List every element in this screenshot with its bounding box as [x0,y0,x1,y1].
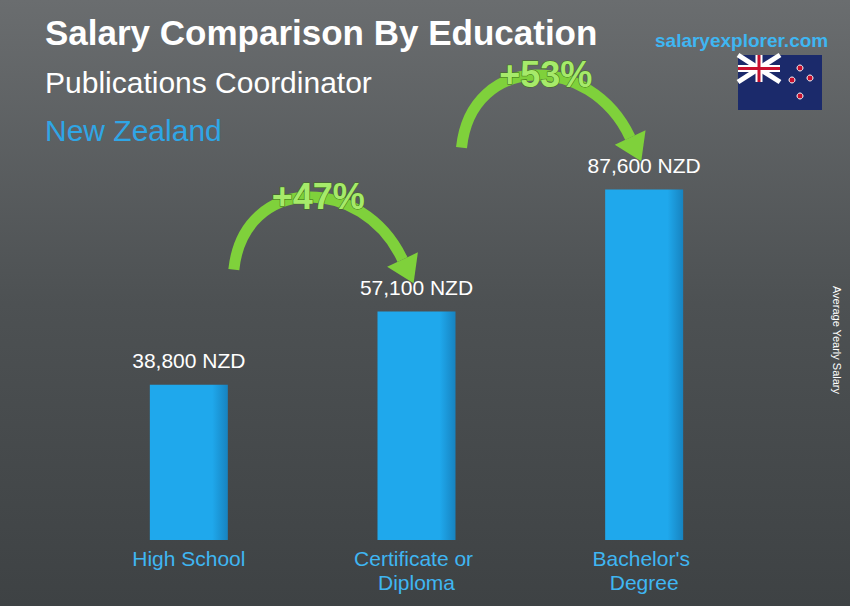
svg-text:High School: High School [132,547,245,570]
svg-text:New Zealand: New Zealand [45,114,222,147]
svg-text:87,600 NZD: 87,600 NZD [588,154,701,177]
svg-text:Certificate or: Certificate or [354,547,479,570]
svg-text:Diploma: Diploma [378,571,455,594]
svg-text:38,800 NZD: 38,800 NZD [132,349,245,372]
svg-text:+53%: +53% [499,54,592,95]
svg-text:57,100 NZD: 57,100 NZD [360,276,473,299]
svg-text:Bachelor's: Bachelor's [593,547,696,570]
svg-text:+47%: +47% [272,176,365,217]
svg-text:salaryexplorer.com: salaryexplorer.com [655,30,828,51]
svg-text:Degree: Degree [610,571,679,594]
svg-text:Average Yearly Salary: Average Yearly Salary [831,286,843,395]
svg-text:Salary Comparison By Education: Salary Comparison By Education [45,13,597,52]
svg-text:Publications Coordinator: Publications Coordinator [45,66,372,99]
